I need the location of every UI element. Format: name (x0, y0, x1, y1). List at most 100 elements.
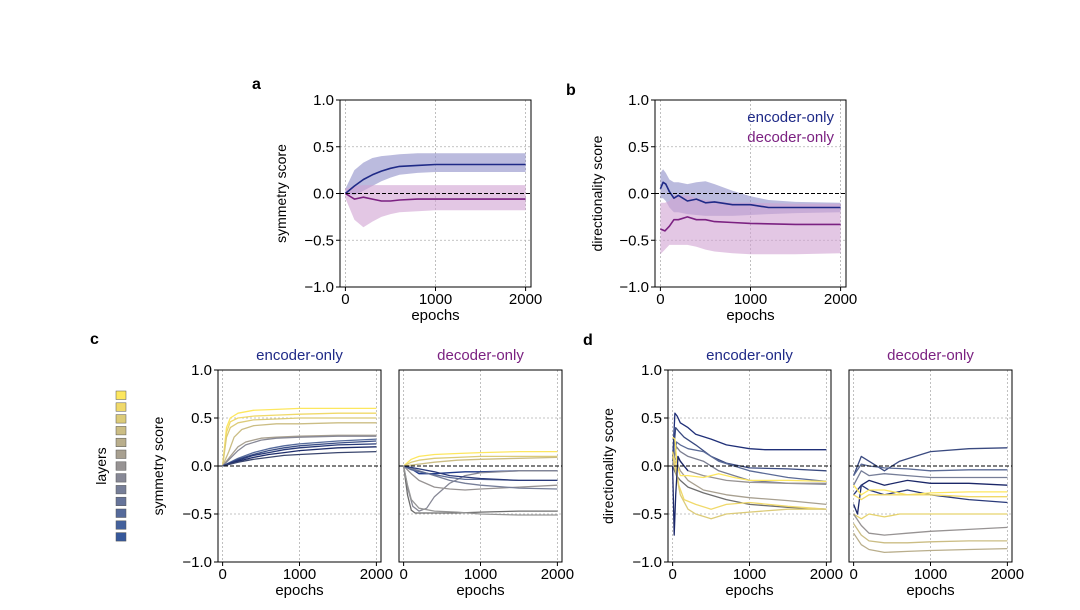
chart-title: decoder-only (887, 347, 974, 364)
layer-swatch (115, 473, 127, 483)
y-tick-label: 1.0 (191, 362, 212, 379)
y-tick-label: 1.0 (641, 362, 662, 379)
y-tick-label: 1.0 (313, 92, 334, 109)
y-axis-label: symmetry score (150, 416, 166, 515)
series-line-2 (221, 417, 377, 467)
series-line-7 (853, 513, 1008, 520)
series-line-0 (659, 181, 841, 209)
y-tick-label: 0.5 (628, 139, 649, 156)
x-tick-label: 0 (656, 291, 664, 308)
x-tick-label: 1000 (283, 566, 316, 583)
panel-d-encoder-chart: 0 1000 2000 −1.0 −0.5 0.0 0.5 1.0 epochs directio… (600, 347, 843, 599)
layer-swatch (115, 485, 127, 495)
series-line-10 (853, 532, 1008, 554)
x-tick-label: 2000 (509, 291, 542, 308)
series-line-9 (671, 456, 827, 520)
series-line-8 (853, 513, 1008, 536)
series-line-2 (403, 456, 558, 467)
series-line-10 (222, 450, 377, 467)
y-tick-label: 0.0 (628, 186, 649, 203)
x-tick-label: 0 (668, 566, 676, 583)
x-tick-label: 1000 (419, 291, 452, 308)
y-tick-label: 0.5 (641, 410, 662, 427)
y-axis-label: symmetry score (273, 144, 289, 243)
layer-swatch (115, 390, 127, 400)
x-tick-label: 2000 (991, 566, 1024, 583)
x-axis-label: epochs (726, 307, 774, 324)
series-line-9 (222, 446, 377, 467)
layer-swatch (115, 520, 127, 530)
series-line-0 (403, 450, 558, 467)
panel-d-decoder-chart: 0 1000 2000 epochs decoder-only (848, 347, 1024, 599)
series-line-10 (402, 465, 558, 516)
y-tick-label: −1.0 (619, 279, 649, 296)
panel-label-d: d (583, 332, 593, 349)
layers-label: layers (93, 447, 109, 484)
panel-b-directionality-chart: 0 1000 2000 −1.0 −0.5 0.0 0.5 1.0 epochs directio… (589, 92, 857, 324)
x-tick-label: 0 (399, 566, 407, 583)
panel-label-c: c (90, 331, 99, 348)
series-line-6 (222, 438, 377, 467)
x-tick-label: 2000 (360, 566, 393, 583)
series-line-7 (222, 440, 377, 467)
series-line-4 (222, 434, 377, 467)
y-tick-label: 0.5 (191, 410, 212, 427)
y-tick-label: 1.0 (628, 92, 649, 109)
layer-swatch (115, 402, 127, 412)
x-tick-label: 2000 (810, 566, 843, 583)
panel-label-b: b (566, 82, 576, 99)
panel-a-symmetry-chart: 0 1000 2000 −1.0 −0.5 0.0 0.5 1.0 epochs symmetry… (273, 92, 542, 324)
chart-title: encoder-only (706, 347, 793, 364)
x-axis-label: epochs (906, 582, 954, 599)
y-tick-label: 0.5 (313, 139, 334, 156)
series-line-1 (660, 216, 841, 232)
x-tick-label: 1000 (464, 566, 497, 583)
y-axis-label: directionality score (589, 135, 605, 251)
layer-swatch (115, 437, 127, 447)
panel-c-encoder-chart: 0 1000 2000 −1.0 −0.5 0.0 0.5 1.0 epochs symmetry… (150, 347, 393, 599)
y-tick-label: −0.5 (182, 506, 212, 523)
x-axis-label: epochs (411, 307, 459, 324)
y-tick-label: −1.0 (304, 279, 334, 296)
series-line-10 (671, 455, 689, 536)
legend-entry: encoder-only (747, 109, 834, 126)
x-axis-label: epochs (725, 582, 773, 599)
x-tick-label: 1000 (914, 566, 947, 583)
layer-swatch (115, 414, 127, 424)
confidence-band-1 (345, 185, 526, 228)
x-tick-label: 0 (849, 566, 857, 583)
chart-title: encoder-only (256, 347, 343, 364)
x-tick-label: 0 (218, 566, 226, 583)
y-tick-label: −0.5 (632, 506, 662, 523)
series-line-2 (853, 470, 1008, 486)
x-axis-label: epochs (456, 582, 504, 599)
series-line-6 (403, 465, 558, 490)
series-line-0 (344, 163, 526, 195)
x-tick-label: 2000 (541, 566, 574, 583)
layer-swatch (115, 508, 127, 518)
series-line-8 (222, 443, 377, 467)
layer-swatch (115, 426, 127, 436)
series-line-1 (853, 463, 1008, 476)
series-line-2 (671, 441, 827, 483)
series-line-5 (222, 435, 377, 467)
chart-title: decoder-only (437, 347, 524, 364)
panel-label-a: a (252, 76, 261, 93)
layer-swatch (115, 532, 127, 542)
series-line-3 (222, 422, 377, 467)
series-line-1 (344, 192, 526, 202)
series-line-7 (672, 436, 827, 483)
y-tick-label: −0.5 (619, 232, 649, 249)
x-tick-label: 0 (341, 291, 349, 308)
series-line-0 (671, 412, 827, 462)
y-tick-label: −0.5 (304, 232, 334, 249)
x-tick-label: 2000 (824, 291, 857, 308)
x-axis-label: epochs (275, 582, 323, 599)
series-line-0 (852, 447, 1008, 476)
series-line-3 (852, 479, 1008, 515)
series-line-8 (403, 465, 558, 482)
series-line-4 (402, 465, 558, 512)
x-tick-label: 1000 (734, 291, 767, 308)
layer-swatch (115, 461, 127, 471)
